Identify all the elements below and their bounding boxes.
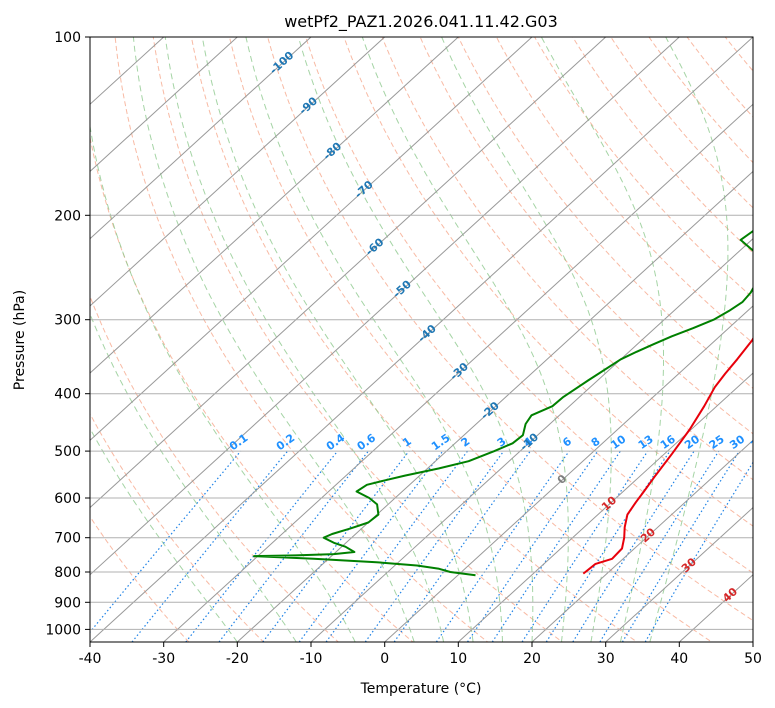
mixing-ratio-line [572,450,695,642]
moist-adiabat-line [90,312,297,642]
dry-adiabat-line [267,37,753,622]
moist-adiabat-line [297,37,534,642]
x-tick-label: 50 [744,651,762,667]
mixing-ratio-line [262,450,410,642]
moist-adiabat-line [540,37,664,642]
y-tick-label: 600 [54,491,81,507]
y-tick-label: 200 [54,208,81,224]
isotherm-line [90,37,607,509]
mixing-ratio-line [185,450,339,642]
moist-adiabat-line [361,37,569,642]
x-tick-label: 30 [597,651,615,667]
mixing-ratio-line [599,450,720,642]
mixing-ratio-line [393,450,531,642]
dry-adiabat-line [305,37,753,574]
chart-title: wetPf2_PAZ1.2026.041.11.42.G03 [284,12,558,32]
mixing-ratio-line [90,450,242,634]
mixing-ratio-line [467,450,599,642]
isotherm-line [90,37,680,576]
dry-adiabat-line [495,37,753,344]
isotherm-line [310,237,753,642]
y-tick-label: 1000 [45,622,81,638]
dry-adiabat-line [419,37,753,435]
y-axis-label: Pressure (hPa) [12,290,28,390]
isotherm-line [90,37,753,642]
x-tick-label: -10 [300,651,323,667]
mixing-ratio-label: 36 [748,432,768,452]
isotherm-line [605,506,753,642]
dry-adiabat-line [152,37,564,642]
isotherm-line [163,103,753,642]
y-tick-label: 900 [54,595,81,611]
mixing-ratio-line [131,450,289,642]
isotherm-line [90,37,533,442]
moist-adiabat-line [441,37,612,642]
x-tick-label: -30 [152,651,175,667]
dry-adiabat-line [343,37,753,527]
mixing-ratio-line [364,450,505,642]
dry-adiabats [90,37,753,642]
dry-adiabat-line [90,295,339,642]
x-tick-label: 0 [380,651,389,667]
pressure-gridlines [90,37,753,630]
plot-frame [89,36,754,643]
moist-adiabat-line [201,37,474,642]
dry-adiabat-line [90,515,190,642]
dry-adiabat-line [610,37,753,209]
isotherm-line [531,439,753,642]
isotherm-line [752,641,753,642]
isotherm-line [90,37,459,374]
dewpoint-profile-line [253,229,753,577]
y-tick-label: 800 [54,565,81,581]
mixing-ratio-line [218,450,369,642]
y-tick-label: 300 [54,313,81,329]
y-tick-label: 700 [54,531,81,547]
moist-adiabat-line [649,37,729,642]
dry-adiabat-line [457,37,753,389]
y-tick-label: 400 [54,387,81,403]
dry-adiabat-line [228,37,713,642]
dry-adiabat-line [114,37,489,642]
isotherm-line [90,37,386,307]
isotherms [90,37,753,642]
x-axis-label: Temperature (°C) [360,681,482,697]
mixing-ratio-line [644,461,753,642]
mixing-ratio-line [545,450,671,642]
moist-adiabat-line [90,123,356,642]
isotherm-line [90,37,312,240]
isotherm-line [384,305,753,642]
dry-adiabat-line [381,37,753,481]
x-tick-label: 40 [670,651,688,667]
y-tick-label: 100 [54,30,81,46]
dry-adiabat-line [90,412,265,642]
sounding-series [253,229,753,577]
isotherm-line [457,372,753,642]
isotherm-line [236,170,753,642]
x-tick-label: -20 [226,651,249,667]
moist-adiabat-line [90,427,238,642]
x-tick-label: 10 [449,651,467,667]
x-tick-label: -40 [79,651,102,667]
isotherm-line [90,37,238,173]
moist-adiabat-line [164,37,445,642]
x-tick-label: 20 [523,651,541,667]
temperature-profile-line [582,336,753,575]
y-tick-label: 500 [54,444,81,460]
dry-adiabat-line [190,37,638,642]
moist-adiabat-line [245,37,503,642]
